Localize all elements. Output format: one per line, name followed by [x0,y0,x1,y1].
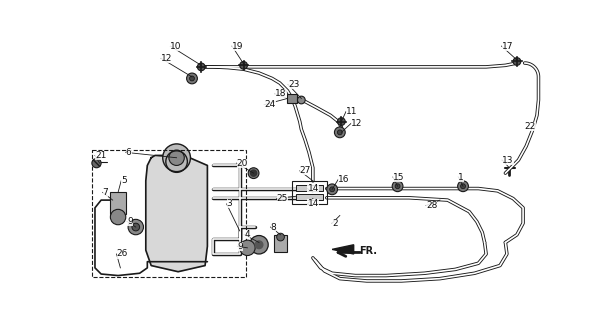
Text: 25: 25 [277,194,288,203]
Circle shape [110,209,126,225]
Circle shape [334,127,345,138]
Text: 26: 26 [116,250,128,259]
Text: 23: 23 [288,80,300,89]
Text: 11: 11 [346,107,357,116]
Text: 10: 10 [170,42,182,51]
Text: 24: 24 [264,100,275,109]
Text: 3: 3 [226,199,233,208]
Text: 14: 14 [307,199,319,208]
Circle shape [327,184,338,195]
Circle shape [132,223,140,231]
Circle shape [169,150,184,165]
Circle shape [248,168,259,179]
Text: 4: 4 [244,230,250,239]
Circle shape [458,181,468,192]
Bar [296,194,323,200]
Text: 2: 2 [332,219,338,228]
Circle shape [250,236,268,254]
Bar [274,235,286,252]
Circle shape [277,233,285,241]
Circle shape [251,171,256,176]
Text: 21: 21 [95,151,106,160]
Polygon shape [332,245,354,254]
Text: 12: 12 [351,119,363,128]
Text: 6: 6 [126,148,132,157]
Circle shape [198,63,205,71]
Circle shape [297,96,305,104]
Bar [296,185,323,191]
Circle shape [338,118,345,125]
Circle shape [395,184,400,189]
Text: 5: 5 [121,176,127,185]
Text: FR.: FR. [359,246,377,256]
Text: 28: 28 [426,201,438,210]
Circle shape [240,240,255,256]
Text: 9: 9 [237,242,243,251]
Text: 19: 19 [232,42,244,51]
Bar [110,192,126,214]
Circle shape [255,241,263,249]
Bar [92,150,246,277]
Text: 1: 1 [458,172,464,181]
Polygon shape [332,246,363,259]
Circle shape [250,170,256,176]
Text: 7: 7 [103,188,108,197]
Text: 18: 18 [275,89,286,98]
Text: 12: 12 [161,54,173,63]
Text: 17: 17 [501,42,513,51]
Circle shape [128,219,143,235]
Text: 14: 14 [307,184,319,193]
Circle shape [163,144,190,172]
Text: 16: 16 [338,175,350,184]
Circle shape [190,76,195,81]
Circle shape [240,61,247,69]
Circle shape [392,181,403,192]
Bar [288,94,297,103]
Text: 20: 20 [237,159,248,168]
Circle shape [92,158,101,168]
Polygon shape [146,156,207,272]
Text: 15: 15 [393,172,405,181]
Circle shape [513,58,521,65]
Bar [292,181,327,204]
Text: 8: 8 [271,222,276,232]
Circle shape [461,184,466,189]
Text: 22: 22 [524,123,536,132]
Circle shape [187,73,198,84]
Circle shape [330,187,335,192]
Text: 13: 13 [502,156,514,164]
Circle shape [337,130,342,135]
Text: 9: 9 [127,217,133,226]
Text: 27: 27 [300,166,311,175]
